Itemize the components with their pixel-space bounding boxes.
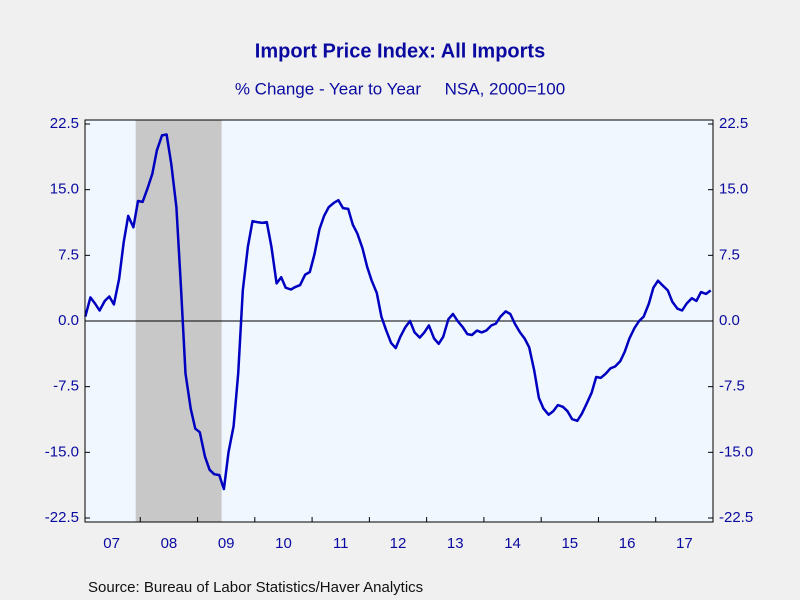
chart-title: Import Price Index: All Imports xyxy=(255,40,545,62)
source: Source: Bureau of Labor Statistics/Haver… xyxy=(88,579,423,596)
y-tick-label: -15.0 xyxy=(45,443,79,460)
x-tick-label: 12 xyxy=(390,535,407,552)
x-tick-label: 13 xyxy=(447,535,464,552)
y2-tick-label: -15.0 xyxy=(719,443,753,460)
x-tick-label: 07 xyxy=(103,535,120,552)
x-tick-label: 15 xyxy=(561,535,578,552)
y2-tick-label: -7.5 xyxy=(719,378,745,395)
y-tick-label: -22.5 xyxy=(45,509,79,526)
y-tick-label: 7.5 xyxy=(58,246,79,263)
y2-tick-label: 7.5 xyxy=(719,246,740,263)
y2-tick-label: -22.5 xyxy=(719,509,753,526)
x-tick-label: 11 xyxy=(333,535,349,552)
data-line xyxy=(84,133,712,491)
y2-tick-label: 22.5 xyxy=(719,115,748,132)
y-tick-label: 15.0 xyxy=(50,181,79,198)
y-tick-label: 0.0 xyxy=(58,312,79,329)
x-tick-label: 16 xyxy=(619,535,636,552)
plot-frame xyxy=(84,119,714,523)
y2-tick-label: 15.0 xyxy=(719,181,748,198)
x-tick-label: 09 xyxy=(218,535,235,552)
y-tick-label: -7.5 xyxy=(53,378,79,395)
x-tick-label: 08 xyxy=(161,535,178,552)
x-tick-label: 17 xyxy=(676,535,693,552)
x-tick-label: 14 xyxy=(504,535,521,552)
y-tick-label: 22.5 xyxy=(50,115,79,132)
y2-tick-label: 0.0 xyxy=(719,312,740,329)
chart-subtitle: % Change - Year to Year NSA, 2000=100 xyxy=(235,79,565,98)
x-tick-label: 10 xyxy=(275,535,292,552)
